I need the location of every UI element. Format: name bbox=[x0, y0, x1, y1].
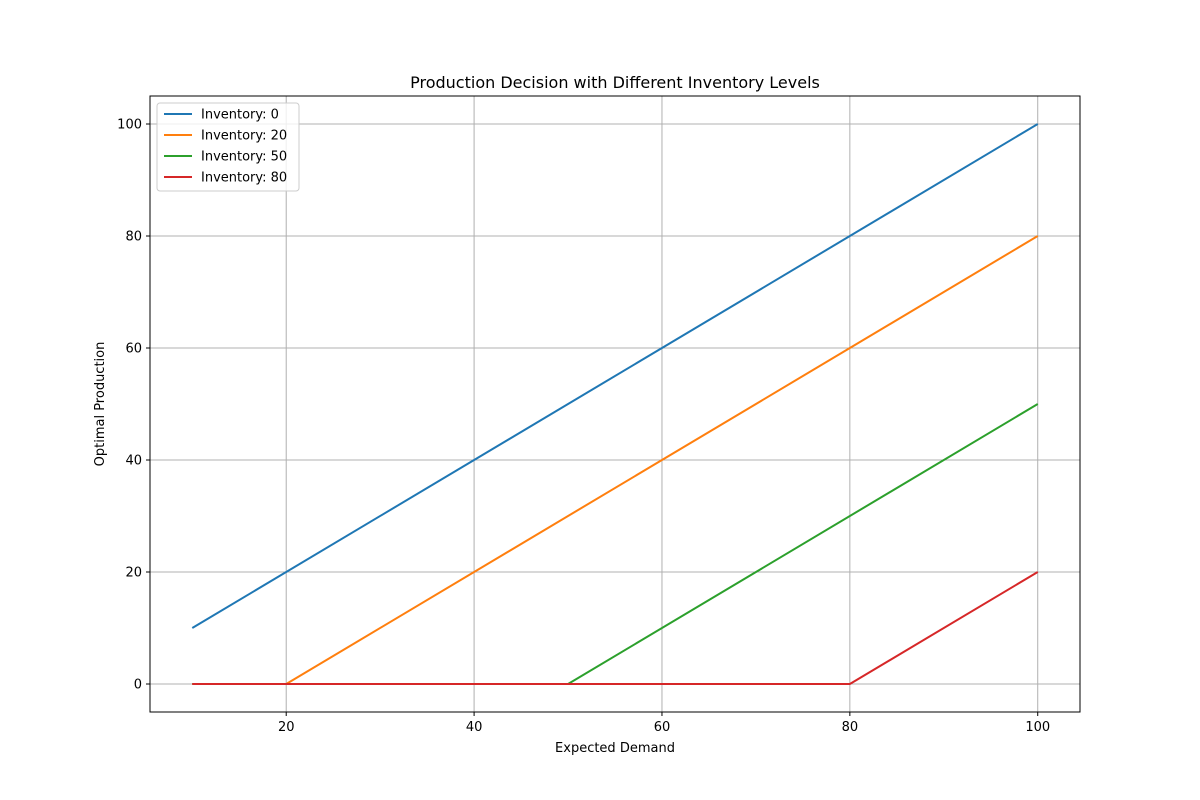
grid bbox=[150, 96, 1080, 712]
legend-label: Inventory: 20 bbox=[201, 129, 287, 144]
legend-box bbox=[156, 102, 300, 192]
x-axis-label: Expected Demand bbox=[555, 741, 675, 756]
y-tick-label: 20 bbox=[125, 566, 142, 581]
series-line-0 bbox=[191, 123, 1039, 629]
chart-title: Production Decision with Different Inven… bbox=[410, 73, 820, 92]
x-axis-ticks: 20 40 60 80 100 bbox=[278, 712, 1050, 735]
legend-label: Inventory: 50 bbox=[201, 150, 287, 165]
y-tick-label: 100 bbox=[117, 118, 142, 133]
y-tick-label: 40 bbox=[125, 454, 142, 469]
y-axis-ticks: 0 20 40 60 80 100 bbox=[117, 118, 150, 693]
x-tick-label: 20 bbox=[278, 720, 295, 735]
x-tick-label: 40 bbox=[466, 720, 483, 735]
legend-label: Inventory: 80 bbox=[201, 171, 287, 186]
series-line-3 bbox=[192, 571, 1039, 685]
x-tick-label: 100 bbox=[1025, 720, 1050, 735]
y-tick-label: 0 bbox=[134, 678, 142, 693]
y-axis-label: Optimal Production bbox=[93, 342, 108, 467]
x-tick-label: 60 bbox=[654, 720, 671, 735]
series-lines bbox=[191, 123, 1039, 685]
y-tick-label: 80 bbox=[125, 230, 142, 245]
x-tick-label: 80 bbox=[842, 720, 859, 735]
legend: Inventory: 0 Inventory: 20 Inventory: 50 In… bbox=[156, 102, 300, 192]
legend-label: Inventory: 0 bbox=[201, 108, 279, 123]
y-tick-label: 60 bbox=[125, 342, 142, 357]
plot-frame bbox=[149, 95, 1081, 713]
